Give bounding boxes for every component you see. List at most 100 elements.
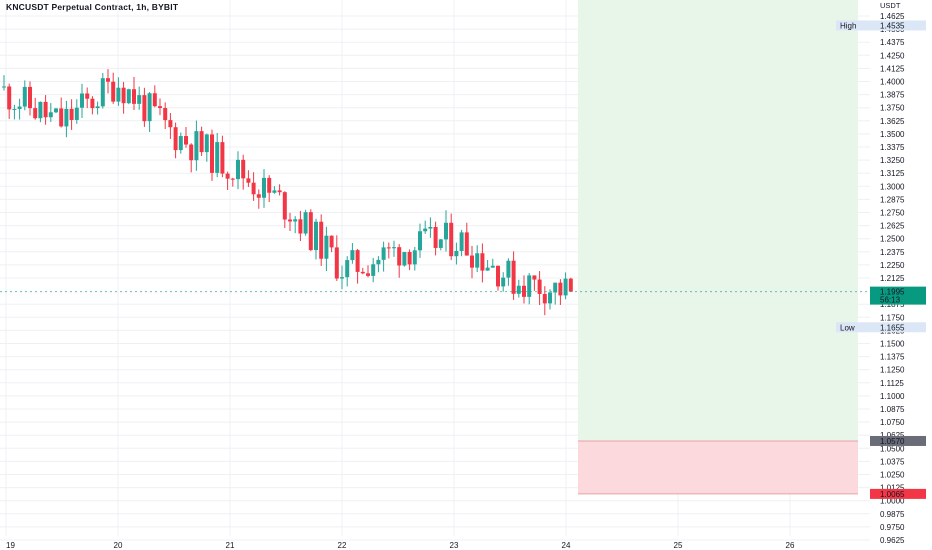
time-tick-label: 26 (786, 541, 795, 550)
price-tick-label: 1.0875 (880, 405, 905, 414)
candle (386, 247, 391, 249)
candle (184, 136, 188, 145)
price-tick-label: 1.0125 (880, 484, 905, 493)
candle (449, 222, 454, 257)
last-price-tag (870, 286, 926, 305)
candle (126, 89, 131, 104)
candle (475, 253, 480, 268)
candle (412, 250, 417, 265)
candle (516, 285, 521, 294)
candle (381, 247, 386, 260)
candle (38, 101, 43, 119)
candle (48, 112, 53, 118)
candle (163, 108, 168, 121)
candle (272, 190, 277, 193)
candle (116, 87, 121, 102)
candle (12, 108, 17, 110)
price-tick-label: 1.3375 (880, 143, 905, 152)
candle (542, 293, 547, 304)
candle (147, 93, 152, 122)
entry-price-value: 1.0570 (880, 437, 905, 446)
candle (152, 93, 157, 107)
candle (178, 136, 183, 151)
candle (121, 87, 126, 104)
candle (506, 260, 511, 278)
candle (64, 108, 69, 127)
candle (189, 144, 194, 161)
candle (2, 86, 6, 88)
candle (433, 227, 438, 248)
time-tick-label: 19 (6, 541, 15, 550)
candle (490, 265, 495, 268)
candle (537, 279, 542, 294)
low-tag (836, 322, 926, 333)
price-tick-label: 1.0500 (880, 444, 905, 453)
price-tick-label: 1.1375 (880, 353, 905, 362)
candle (106, 78, 110, 82)
candle (220, 142, 225, 174)
candle (407, 252, 412, 265)
entry-price-tag (870, 435, 926, 446)
price-tick-label: 1.2750 (880, 209, 905, 218)
candle (199, 131, 204, 153)
price-tick-label: 1.0750 (880, 418, 905, 427)
candle (210, 134, 214, 173)
candle (17, 106, 22, 109)
candle (418, 231, 422, 251)
candle (80, 93, 84, 108)
candle (59, 108, 64, 127)
candle (402, 252, 407, 266)
price-tick-label: 0.9625 (880, 536, 905, 545)
candle (532, 275, 537, 280)
candle (90, 98, 95, 109)
candle (454, 250, 459, 257)
candle (350, 250, 355, 261)
candle (158, 106, 162, 109)
countdown-value: 56:13 (880, 296, 901, 305)
candle (288, 219, 292, 222)
candle (392, 247, 396, 249)
price-tick-label: 1.1500 (880, 340, 905, 349)
candle (69, 108, 74, 120)
candle (376, 259, 381, 265)
price-tick-label: 1.3125 (880, 169, 905, 178)
price-tick-label: 1.2125 (880, 274, 905, 283)
candle (568, 278, 573, 292)
candle (142, 95, 147, 122)
price-tick-label: 1.0000 (880, 497, 905, 506)
high-label: High (840, 21, 856, 30)
candle (111, 81, 116, 102)
candle (366, 273, 370, 276)
time-tick-label: 23 (450, 541, 459, 550)
price-tick-label: 1.1250 (880, 366, 905, 375)
candle (137, 95, 142, 104)
price-tick-label: 1.1125 (880, 379, 904, 388)
candle (511, 260, 516, 294)
candle (563, 278, 568, 296)
price-tick-label: 1.0375 (880, 457, 905, 466)
candle (168, 120, 173, 128)
candle (319, 221, 324, 259)
candle (371, 264, 376, 276)
candle (340, 277, 344, 279)
time-tick-label: 20 (114, 541, 123, 550)
candle (262, 177, 266, 198)
target-zone (578, 0, 858, 441)
candle (314, 221, 318, 251)
candle (251, 182, 256, 195)
candle (303, 212, 308, 234)
candle (132, 89, 136, 104)
candle (329, 235, 334, 248)
low-value: 1.1655 (880, 323, 905, 332)
price-tick-label: 1.3875 (880, 91, 905, 100)
price-tick-label: 1.4625 (880, 12, 905, 21)
candle (173, 127, 178, 151)
candle (522, 285, 526, 297)
price-tick-label: 1.2625 (880, 222, 905, 231)
candle (548, 292, 552, 304)
candle (298, 219, 303, 234)
time-tick-label: 21 (226, 541, 235, 550)
candle (345, 260, 350, 278)
price-tick-label: 1.0250 (880, 471, 905, 480)
